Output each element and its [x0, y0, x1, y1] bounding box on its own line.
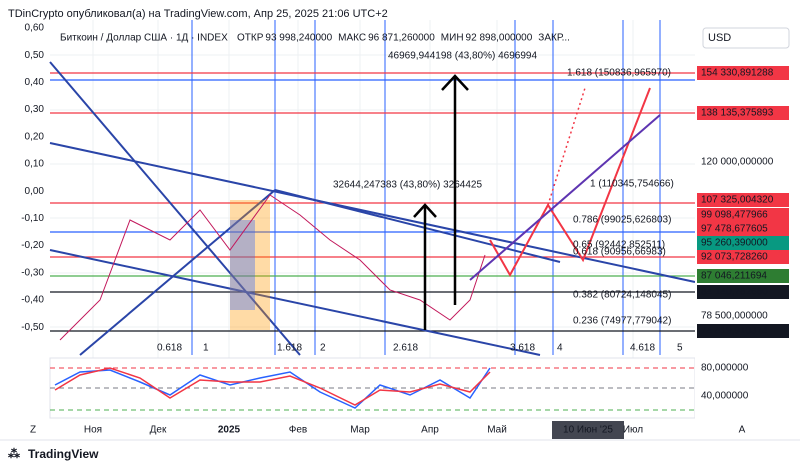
measurement: 32644,247383 (43,80%) 3264425	[333, 180, 482, 191]
left-axis-label: 0,50	[25, 50, 45, 61]
price-tag	[697, 236, 789, 250]
price-tag	[697, 66, 789, 80]
price-tag	[697, 285, 789, 299]
price-tag	[697, 208, 789, 222]
time-label: Мар	[350, 425, 370, 436]
fib-level: 0.786 (99025,626803)	[573, 215, 671, 226]
price-label: 74 419,910374	[701, 326, 768, 337]
price-label: 84 140,782660	[701, 287, 768, 298]
price-label: 138 135,375893	[701, 108, 774, 119]
left-axis-label: -0,30	[21, 267, 44, 278]
fib-level: 1.618 (150836,965970)	[567, 68, 671, 79]
price-label: 120 000,000000	[701, 157, 774, 168]
price-tag	[697, 324, 789, 338]
volume-profile	[230, 220, 255, 310]
price-tag	[697, 106, 789, 120]
time-label: Ноя	[84, 425, 102, 436]
fib-time-label: 2.618	[393, 343, 418, 354]
fib-time-label: 1.618	[277, 343, 302, 354]
price-label: 99 098,477966	[701, 210, 768, 221]
ohlc-label: ЗАКР...	[538, 33, 570, 44]
fib-level: 0.65 (92442,852511)	[573, 240, 665, 251]
price-label: 107 325,004320	[701, 195, 774, 206]
time-label: Май	[487, 425, 507, 436]
fib-time-label: 5	[677, 343, 683, 354]
ohlc-label: МАКС	[338, 33, 366, 44]
time-cursor	[552, 421, 624, 439]
indicator-pane	[49, 357, 696, 419]
projection	[547, 87, 586, 206]
left-axis-label: -0,10	[21, 213, 44, 224]
left-axis-label: -0,20	[21, 240, 44, 251]
projection	[469, 114, 661, 281]
left-axis-label: 0,40	[25, 77, 45, 88]
time-label: Фев	[289, 425, 307, 436]
price-tag	[697, 193, 789, 207]
left-axis-label: 0,10	[25, 159, 45, 170]
fib-time-label: 4.618	[630, 343, 655, 354]
left-axis-label: 0,60	[25, 23, 45, 34]
ohlc-value: 96 871,260000	[368, 33, 435, 44]
indicator-axis-label: 80,000000	[701, 363, 749, 374]
left-axis-label: 0,30	[25, 104, 45, 115]
header: TDinCrypto опубликовал(а) на TradingView…	[8, 8, 388, 20]
price-tag	[697, 222, 789, 236]
left-axis-label: 0,00	[25, 186, 45, 197]
left-axis-label: -0,40	[21, 295, 44, 306]
fib-time-label: 1	[203, 343, 209, 354]
currency: USD	[708, 32, 731, 44]
price-label: 78 500,000000	[701, 311, 768, 322]
price-levels	[50, 72, 695, 332]
time-label: Июл	[623, 425, 643, 436]
measurement: 46969,944198 (43,80%) 4696994	[388, 51, 537, 62]
price-label: 95 260,390000	[701, 238, 768, 249]
time-label: Дек	[150, 425, 167, 436]
fib-time-label: 0.618	[157, 343, 182, 354]
trend-lines	[49, 61, 696, 356]
footer-logo: ⁂	[8, 447, 20, 461]
price-label: 87 046,211694	[701, 271, 767, 282]
price-label: 92 073,728260	[701, 252, 768, 263]
fib-time-lines	[191, 20, 661, 355]
indicator-axis-label: 40,000000	[701, 391, 749, 402]
symbol-name: Биткоин / Доллар США · 1Д · INDEX	[60, 33, 228, 44]
price-tag	[697, 250, 789, 264]
time-label: A	[739, 425, 746, 436]
fib-level: 0.382 (80724,148045)	[573, 290, 671, 301]
price-label: 154 330,891288	[701, 68, 774, 79]
oscillator	[54, 367, 491, 406]
price-tag	[697, 269, 789, 283]
fib-level: 1 (110345,754666)	[590, 179, 674, 190]
fib-time-label: 4	[557, 343, 563, 354]
ohlc-label: МИН	[441, 33, 464, 44]
fib-time-label: 2	[320, 343, 326, 354]
time-label: 2025	[218, 425, 241, 436]
ohlc-value: 92 898,000000	[466, 33, 533, 44]
fib-level: 0.618 (90956,66983)	[573, 247, 666, 258]
left-axis-label: -0,50	[21, 322, 44, 333]
currency-box	[702, 27, 790, 49]
price-label: 97 478,677605	[701, 224, 768, 235]
fib-time-label: 3.618	[510, 343, 535, 354]
time-label: Апр	[421, 425, 439, 436]
measure-arrows	[413, 74, 469, 330]
footer: TradingView	[28, 447, 99, 461]
ohlc-label: ОТКР	[237, 33, 264, 44]
time-label: Z	[30, 425, 36, 436]
price-path	[59, 194, 486, 341]
time-label: 10 Июн '25	[563, 425, 613, 436]
fib-level: 0.236 (74977,779042)	[573, 316, 671, 327]
left-axis-label: 0,20	[25, 131, 45, 142]
ohlc-value: 93 998,240000	[265, 33, 332, 44]
